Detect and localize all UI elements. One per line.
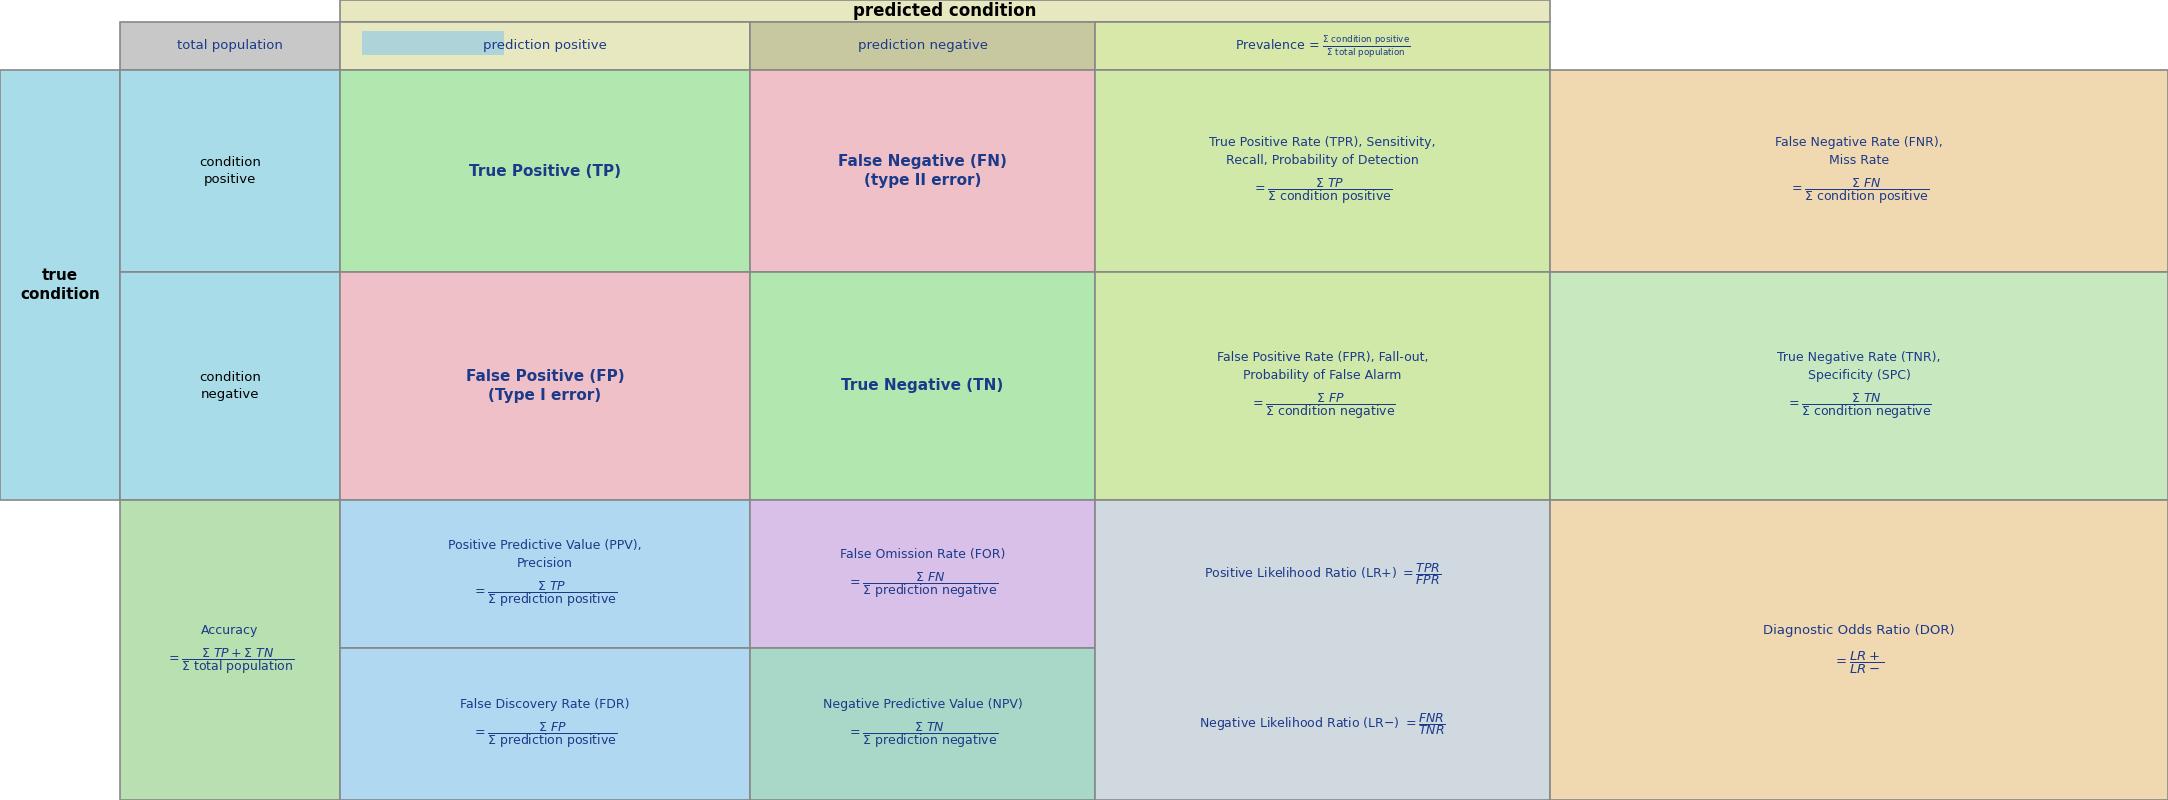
Text: False Negative (FN)
(type II error): False Negative (FN) (type II error) <box>839 154 1006 188</box>
Text: Negative Predictive Value (NPV)
$= \dfrac{\Sigma\ TN}{\Sigma\ \mathrm{prediction: Negative Predictive Value (NPV) $= \dfra… <box>822 698 1023 750</box>
Bar <box>340 500 750 648</box>
Bar <box>340 272 750 500</box>
Bar <box>340 0 1550 22</box>
Text: Positive Likelihood Ratio (LR+) $= \dfrac{TPR}{FPR}$: Positive Likelihood Ratio (LR+) $= \dfra… <box>1203 561 1442 587</box>
Text: False Omission Rate (FOR)
$= \dfrac{\Sigma\ FN}{\Sigma\ \mathrm{prediction\ nega: False Omission Rate (FOR) $= \dfrac{\Sig… <box>839 549 1006 599</box>
Bar <box>362 31 503 55</box>
Bar <box>0 70 119 500</box>
Bar <box>1095 500 1550 800</box>
Bar <box>119 70 340 272</box>
Text: prediction negative: prediction negative <box>859 39 986 53</box>
Bar <box>1095 22 1550 70</box>
Bar <box>750 272 1095 500</box>
Bar <box>1550 70 2168 272</box>
Bar <box>1095 272 1550 500</box>
Bar <box>119 500 340 800</box>
Text: True Negative (TN): True Negative (TN) <box>841 378 1004 394</box>
Bar <box>1095 70 1550 272</box>
Bar <box>340 70 750 272</box>
Text: True Positive Rate (TPR), Sensitivity,
Recall, Probability of Detection
$= \dfra: True Positive Rate (TPR), Sensitivity, R… <box>1210 137 1435 206</box>
Text: condition
negative: condition negative <box>199 371 260 401</box>
Text: total population: total population <box>178 39 284 53</box>
Text: False Negative Rate (FNR),
Miss Rate
$= \dfrac{\Sigma\ FN}{\Sigma\ \mathrm{condi: False Negative Rate (FNR), Miss Rate $= … <box>1776 137 1943 206</box>
Bar <box>119 272 340 500</box>
Text: prediction positive: prediction positive <box>483 39 607 53</box>
Bar <box>1550 272 2168 500</box>
Text: Negative Likelihood Ratio (LR−) $= \dfrac{FNR}{TNR}$: Negative Likelihood Ratio (LR−) $= \dfra… <box>1199 711 1446 737</box>
Text: Positive Predictive Value (PPV),
Precision
$= \dfrac{\Sigma\ TP}{\Sigma\ \mathrm: Positive Predictive Value (PPV), Precisi… <box>449 539 642 609</box>
Bar <box>119 22 340 70</box>
Text: True Negative Rate (TNR),
Specificity (SPC)
$= \dfrac{\Sigma\ TN}{\Sigma\ \mathr: True Negative Rate (TNR), Specificity (S… <box>1778 351 1940 421</box>
Text: False Discovery Rate (FDR)
$= \dfrac{\Sigma\ FP}{\Sigma\ \mathrm{prediction\ pos: False Discovery Rate (FDR) $= \dfrac{\Si… <box>460 698 629 750</box>
Bar <box>750 500 1095 648</box>
Bar <box>340 648 750 800</box>
Text: Prevalence = $\frac{\Sigma\ \mathrm{condition\ positive}}{\Sigma\ \mathrm{total\: Prevalence = $\frac{\Sigma\ \mathrm{cond… <box>1236 33 1409 59</box>
Bar <box>750 70 1095 272</box>
Text: Diagnostic Odds Ratio (DOR)
$= \dfrac{LR+}{LR-}$: Diagnostic Odds Ratio (DOR) $= \dfrac{LR… <box>1763 624 1956 676</box>
Bar <box>750 648 1095 800</box>
Bar <box>340 22 750 70</box>
Text: True Positive (TP): True Positive (TP) <box>468 163 620 178</box>
Text: true
condition: true condition <box>20 268 100 302</box>
Bar <box>750 22 1095 70</box>
Text: Accuracy
$= \dfrac{\Sigma\ TP + \Sigma\ TN}{\Sigma\ \mathrm{total\ population}}$: Accuracy $= \dfrac{\Sigma\ TP + \Sigma\ … <box>165 625 295 675</box>
Text: False Positive Rate (FPR), Fall-out,
Probability of False Alarm
$= \dfrac{\Sigma: False Positive Rate (FPR), Fall-out, Pro… <box>1216 351 1429 421</box>
Text: condition
positive: condition positive <box>199 156 260 186</box>
Bar <box>1550 500 2168 800</box>
Text: False Positive (FP)
(Type I error): False Positive (FP) (Type I error) <box>466 369 624 403</box>
Text: predicted condition: predicted condition <box>854 2 1036 20</box>
